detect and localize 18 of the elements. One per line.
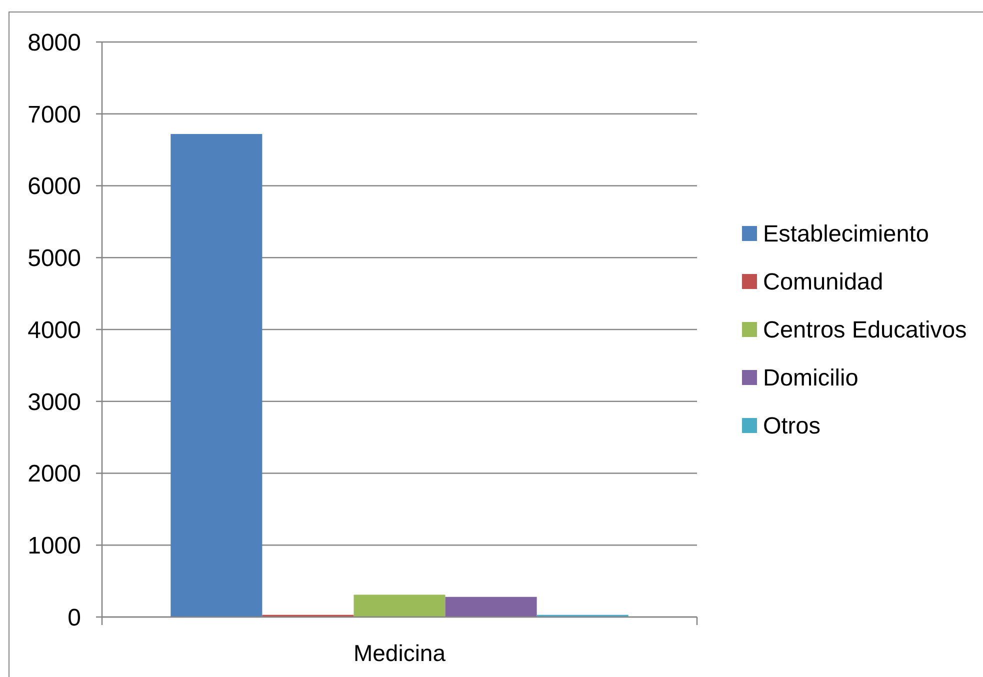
legend-label: Domicilio: [763, 364, 858, 391]
bar: [170, 134, 262, 617]
bar: [445, 596, 537, 617]
legend-label: Establecimiento: [763, 220, 929, 247]
y-tick-label: 0: [68, 604, 81, 632]
y-tick-label: 6000: [28, 173, 81, 200]
y-tick-label: 7000: [28, 101, 81, 128]
y-tick-label: 2000: [28, 460, 81, 488]
y-tick-label: 3000: [28, 388, 81, 416]
y-tick-label: 8000: [28, 29, 81, 56]
bar: [354, 594, 446, 617]
legend-label: Otros: [763, 412, 820, 439]
y-tick-label: 5000: [28, 245, 81, 272]
y-tick-label: 1000: [28, 532, 81, 560]
legend-label: Comunidad: [763, 268, 884, 295]
y-tick-label: 4000: [28, 316, 81, 344]
legend-label: Centros Educativos: [763, 316, 967, 343]
x-tick-label: Medicina: [353, 640, 446, 666]
